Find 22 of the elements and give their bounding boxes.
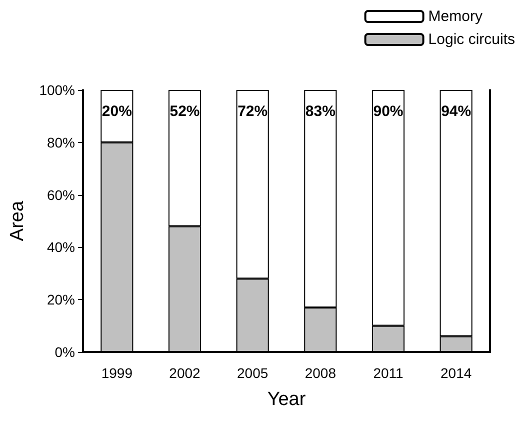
x-axis-title: Year bbox=[267, 389, 306, 410]
data-label: 72% bbox=[238, 103, 268, 120]
y-tick-label: 60% bbox=[46, 186, 75, 203]
y-tick-label: 80% bbox=[46, 134, 75, 150]
y-tick-label: 40% bbox=[46, 239, 75, 256]
data-label: 83% bbox=[305, 103, 336, 120]
x-tick-label: 2014 bbox=[440, 365, 472, 381]
x-tick-label: 2008 bbox=[304, 365, 336, 381]
x-tick-label: 2002 bbox=[169, 365, 201, 381]
legend-label: Logic circuits bbox=[428, 31, 516, 48]
x-tick-label: 1999 bbox=[101, 365, 133, 381]
data-label: 20% bbox=[102, 103, 132, 120]
data-label: 52% bbox=[170, 103, 200, 120]
y-tick-label: 100% bbox=[39, 82, 75, 98]
data-label: 90% bbox=[373, 103, 404, 120]
y-tick-label: 20% bbox=[46, 292, 75, 308]
x-tick-label: 2005 bbox=[237, 365, 268, 381]
legend-label: Memory bbox=[428, 8, 483, 25]
x-tick-label: 2011 bbox=[373, 365, 404, 381]
data-label: 94% bbox=[441, 103, 472, 120]
y-axis-title: Area bbox=[7, 200, 28, 242]
y-tick-label: 0% bbox=[54, 344, 75, 360]
